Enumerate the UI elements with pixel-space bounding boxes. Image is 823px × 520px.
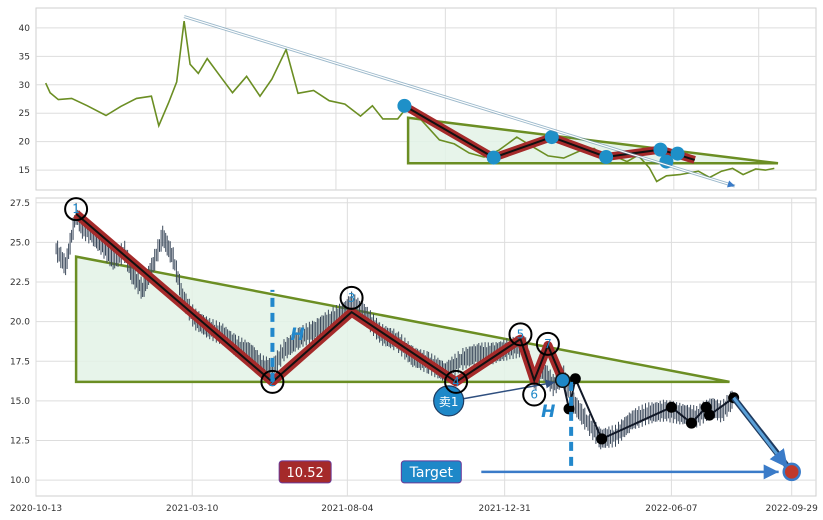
top-pivot-point xyxy=(670,146,685,161)
target-value-badge xyxy=(278,460,332,484)
height-marker-label: H xyxy=(541,402,555,422)
top-pivot-point xyxy=(544,130,559,145)
bottom-y-tick-label: 17.5 xyxy=(10,357,30,367)
sell-target-point xyxy=(554,372,571,389)
target-point xyxy=(782,462,801,482)
bottom-y-tick-label: 15.0 xyxy=(10,397,30,407)
top-y-tick-label: 15 xyxy=(19,166,30,176)
target-value-label: 10.52 xyxy=(287,466,324,481)
top-grid: 15 20 25 30 35 40 xyxy=(19,8,816,190)
breakout-point xyxy=(563,403,575,415)
pivot-circle xyxy=(64,197,89,222)
bottom-x-tick-label: 2021-12-31 xyxy=(478,504,530,514)
top-pivot-point xyxy=(397,98,412,113)
bottom-y-tick-label: 27.5 xyxy=(10,199,30,209)
top-y-tick-label: 40 xyxy=(19,24,31,34)
bottom-y-tick-label: 22.5 xyxy=(10,278,30,288)
bottom-y-tick-label: 10.0 xyxy=(10,476,30,486)
pivot-circle xyxy=(444,369,469,394)
bottom-y-tick-label: 12.5 xyxy=(10,437,30,447)
bottom-x-tick-label: 2021-08-04 xyxy=(321,504,374,514)
pivot-label: 5 xyxy=(517,327,525,341)
breakout-point xyxy=(703,409,715,421)
pivot-circle xyxy=(535,331,560,356)
detail-panel: H H Target 10.52 卖1 1 2 3 4 5 6 7 xyxy=(55,197,801,484)
top-y-tick-label: 25 xyxy=(19,109,30,119)
target-badge xyxy=(400,460,462,484)
pivot-circle xyxy=(260,369,285,394)
height-marker-label: H xyxy=(290,325,304,345)
breakout-point xyxy=(685,417,697,429)
bottom-y-tick-label: 20.0 xyxy=(10,318,30,328)
bottom-x-tick-label: 2022-06-07 xyxy=(645,504,697,514)
top-pivot-point xyxy=(599,150,614,165)
top-pivot-point xyxy=(653,142,668,157)
sell-marker-label: 卖1 xyxy=(439,395,459,409)
pivot-label: 4 xyxy=(452,375,460,389)
bottom-x-tick-label: 2020-10-13 xyxy=(10,504,62,514)
bottom-x-tick-label: 2021-03-10 xyxy=(166,504,219,514)
breakout-point xyxy=(665,401,677,413)
pivot-circle xyxy=(522,382,547,407)
pivot-label: 7 xyxy=(544,337,552,351)
pivot-circle xyxy=(508,322,533,347)
pivot-label: 3 xyxy=(348,291,356,305)
bottom-pattern-line xyxy=(75,213,564,384)
bottom-y-tick-label: 25.0 xyxy=(10,238,30,248)
pivot-label: 2 xyxy=(269,375,277,389)
top-y-tick-label: 20 xyxy=(19,138,31,148)
pivot-label: 6 xyxy=(530,388,538,402)
target-badge-label: Target xyxy=(409,465,454,481)
pivot-label: 1 xyxy=(72,202,80,216)
pivot-circle xyxy=(339,285,364,310)
top-price-line xyxy=(44,20,775,183)
top-trend-arrow xyxy=(183,15,736,188)
top-y-tick-label: 35 xyxy=(19,52,30,62)
bottom-x-tick-label: 2022-09-29 xyxy=(766,504,819,514)
target-arrow xyxy=(732,396,789,469)
breakout-point xyxy=(596,433,608,445)
top-pivot-point xyxy=(486,150,501,165)
overview-panel xyxy=(44,15,779,188)
top-y-tick-label: 30 xyxy=(19,81,31,91)
breakout-point xyxy=(569,373,581,385)
